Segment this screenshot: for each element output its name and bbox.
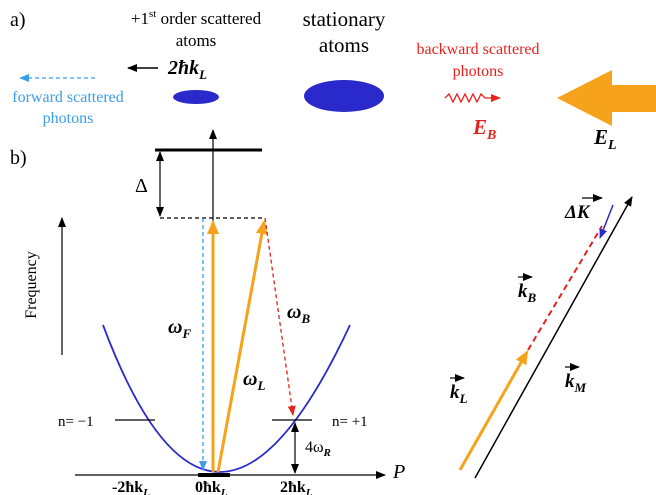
vector-text: kL bbox=[450, 382, 468, 406]
vector-text: kB bbox=[518, 281, 537, 305]
figure: a) +1st order scattered atoms 2ħkL stati… bbox=[0, 0, 656, 495]
momentum-tick: -2ħkL bbox=[112, 479, 150, 495]
level-label: n= −1 bbox=[58, 414, 94, 430]
momentum-label: 2ħkL bbox=[167, 57, 207, 82]
forward-label: forward scattered bbox=[12, 89, 124, 106]
momentum-tick: 2ħkL bbox=[280, 479, 313, 495]
delta-label: Δ bbox=[135, 175, 148, 197]
backward-label: backward scattered bbox=[416, 41, 539, 58]
atom-cloud bbox=[173, 90, 219, 104]
vector-label: ΔK bbox=[564, 198, 602, 223]
panel-label: a) bbox=[10, 9, 26, 31]
omega-label: ωB bbox=[287, 301, 310, 326]
field-label: EL bbox=[593, 125, 617, 153]
scattered-atoms-label: atoms bbox=[176, 31, 217, 50]
panel-label: b) bbox=[10, 147, 27, 169]
scattered-atoms-label: +1st order scattered bbox=[131, 8, 262, 28]
vector-text: kM bbox=[565, 371, 587, 395]
momentum-tick: 0ħkL bbox=[195, 479, 228, 495]
level-label: n= +1 bbox=[332, 414, 368, 430]
vector-label: kL bbox=[450, 378, 468, 406]
forward-label: photons bbox=[43, 110, 94, 127]
recoil-label: 4ωR bbox=[305, 439, 331, 459]
vector bbox=[460, 352, 527, 470]
atom-cloud bbox=[304, 80, 384, 112]
vector bbox=[475, 197, 632, 478]
omega-label: ωF bbox=[168, 316, 191, 341]
photon-arrow bbox=[218, 222, 264, 472]
axis-label: Frequency bbox=[23, 251, 40, 319]
axis-label: P bbox=[392, 461, 405, 483]
vector-text: ΔK bbox=[564, 202, 591, 223]
stationary-label: atoms bbox=[319, 33, 369, 57]
vector bbox=[528, 226, 602, 350]
omega-label: ωL bbox=[243, 368, 265, 393]
wave-arrow bbox=[445, 94, 500, 102]
backward-label: photons bbox=[453, 63, 504, 80]
vector-label: kB bbox=[518, 277, 537, 305]
vector-label: kM bbox=[565, 367, 587, 395]
laser-arrow bbox=[557, 70, 656, 126]
stationary-label: stationary bbox=[303, 7, 386, 31]
field-label: EB bbox=[472, 115, 496, 143]
